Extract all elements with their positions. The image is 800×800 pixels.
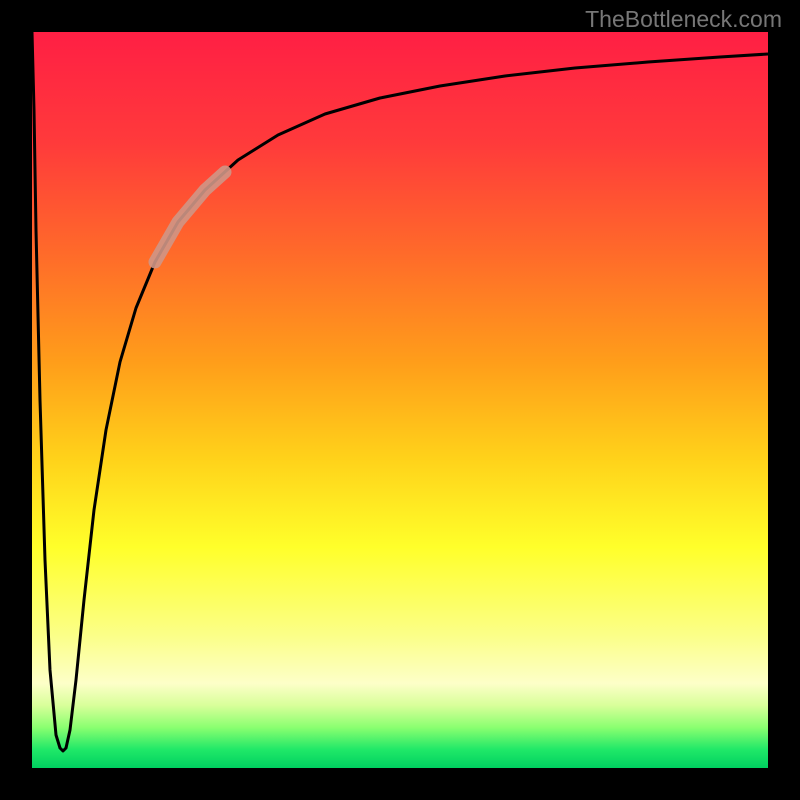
watermark-text: TheBottleneck.com xyxy=(585,6,782,33)
chart-svg xyxy=(0,0,800,800)
plot-background xyxy=(32,32,768,768)
chart-container: TheBottleneck.com xyxy=(0,0,800,800)
